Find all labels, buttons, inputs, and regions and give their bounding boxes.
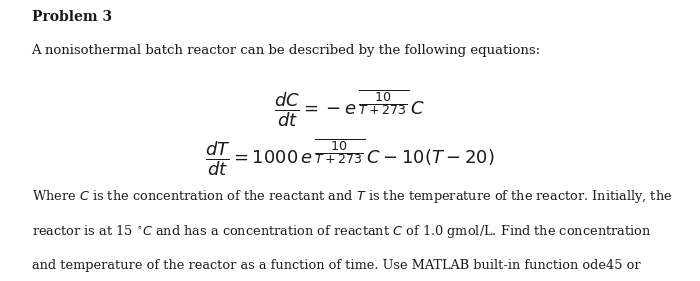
Text: A nonisothermal batch reactor can be described by the following equations:: A nonisothermal batch reactor can be des… [32, 44, 540, 56]
Text: $\dfrac{dT}{dt} = 1000\, e^{\,\overline{\dfrac{10}{T+273}}}\, C - 10(T - 20)$: $\dfrac{dT}{dt} = 1000\, e^{\,\overline{… [205, 138, 495, 178]
Text: reactor is at 15 $^{\circ}C$ and has a concentration of reactant $C$ of 1.0 gmol: reactor is at 15 $^{\circ}C$ and has a c… [32, 223, 651, 240]
Text: Problem 3: Problem 3 [32, 10, 111, 24]
Text: Where $C$ is the concentration of the reactant and $T$ is the temperature of the: Where $C$ is the concentration of the re… [32, 188, 672, 205]
Text: $\dfrac{dC}{dt} = -e^{\,\overline{\dfrac{10}{T+273}}}\, C$: $\dfrac{dC}{dt} = -e^{\,\overline{\dfrac… [274, 89, 426, 129]
Text: and temperature of the reactor as a function of time. Use MATLAB built-in functi: and temperature of the reactor as a func… [32, 259, 640, 271]
